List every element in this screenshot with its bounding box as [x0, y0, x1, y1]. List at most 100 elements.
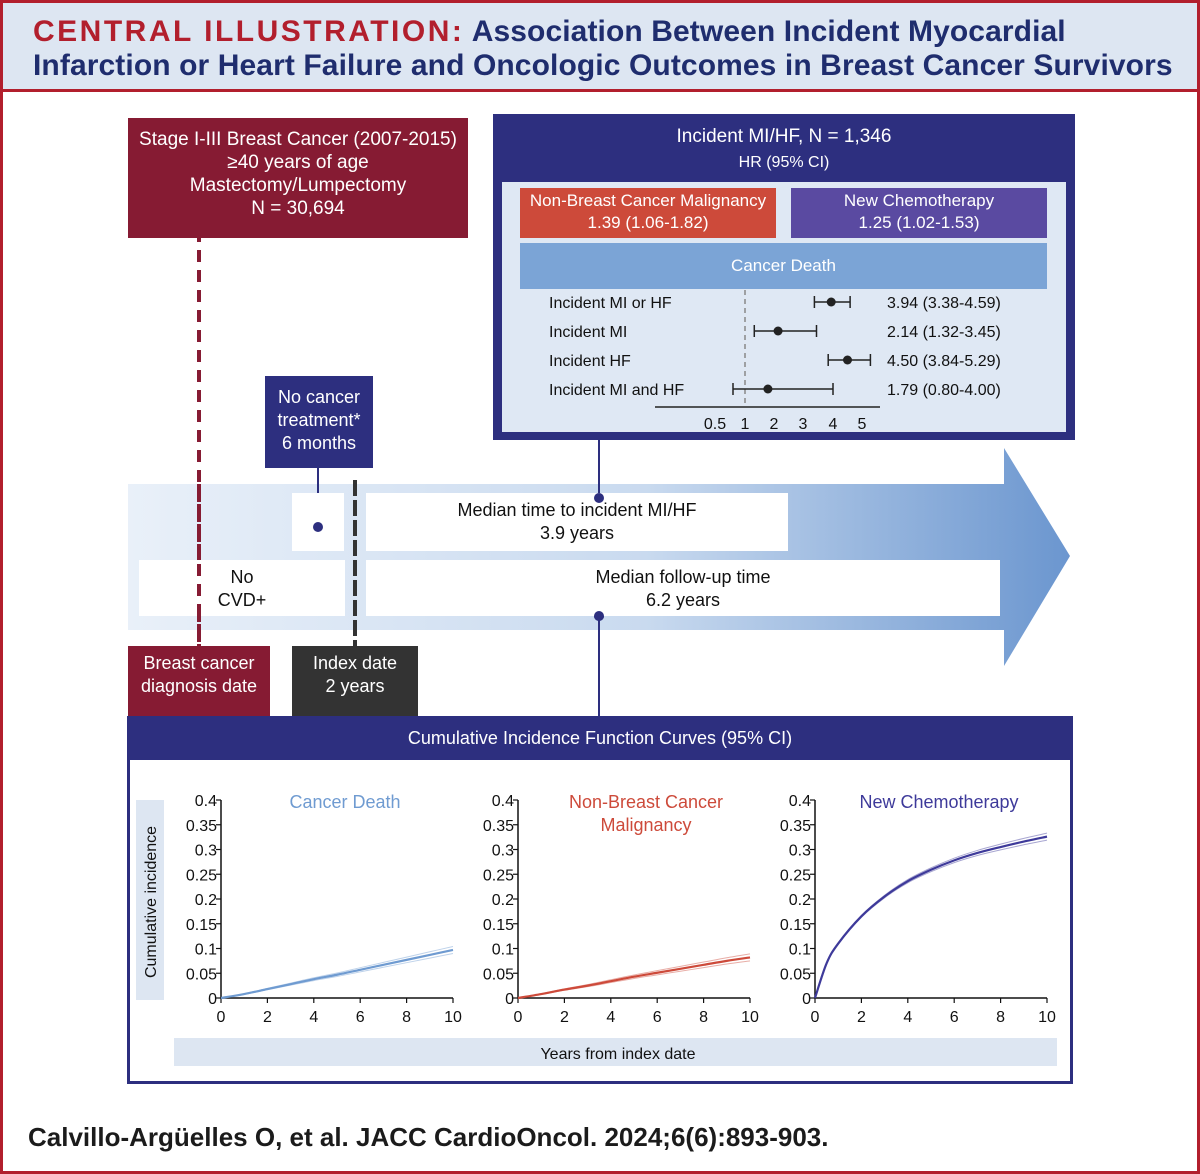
cancer-death-header: Cancer Death	[520, 243, 1047, 289]
cif-chart-title: New Chemotherapy	[859, 792, 1018, 812]
cif-x-tick-label: 8	[402, 1009, 411, 1026]
forest-tick-label: 2	[770, 416, 779, 433]
index-date-box: Index date 2 years	[292, 646, 418, 716]
cif-curve	[220, 948, 454, 1000]
diagnosis-date-box: Breast cancer diagnosis date	[128, 646, 270, 716]
followup-line2: 6.2 years	[645, 590, 721, 610]
cif-y-tick-label: 0.05	[186, 966, 217, 983]
nbcm-value: 1.39 (1.06-1.82)	[587, 213, 709, 232]
cif-ylabel: Cumulative incidence	[143, 826, 160, 978]
citation: Calvillo-Argüelles O, et al. JACC Cardio…	[28, 1122, 829, 1152]
no-cvd-line2: CVD+	[217, 590, 267, 610]
forest-row-label: Incident MI	[549, 324, 627, 341]
forest-point	[826, 297, 836, 307]
cif-curve	[813, 835, 1048, 999]
cohort-line4: N = 30,694	[251, 198, 345, 219]
header: CENTRAL ILLUSTRATION: Association Betwee…	[3, 3, 1197, 92]
no-cvd-band: No CVD+	[139, 560, 345, 616]
nbcm-box: Non-Breast Cancer Malignancy 1.39 (1.06-…	[520, 188, 776, 238]
cif-y-tick-label: 0.25	[483, 867, 514, 884]
no-cvd-line1: No	[230, 567, 254, 587]
cif-y-tick-label: 0.25	[186, 867, 217, 884]
header-title-line1: Association Between Incident Myocardial	[471, 15, 1066, 48]
chemo-value: 1.25 (1.02-1.53)	[858, 213, 980, 232]
cif-curve	[517, 956, 751, 1000]
forest-row-value: 4.50 (3.84-5.29)	[887, 353, 1001, 370]
cif-y-tick-label: 0.15	[186, 917, 217, 934]
cif-chart-title: Cancer Death	[289, 792, 400, 812]
index-line1: Index date	[312, 653, 398, 673]
cif-y-tick-label: 0.4	[492, 793, 514, 810]
cohort-line1: Stage I-III Breast Cancer (2007-2015)	[139, 129, 457, 150]
cif-x-tick-label: 4	[903, 1009, 912, 1026]
no-treatment-line2: treatment*	[277, 410, 361, 430]
cif-ci-upper	[220, 945, 454, 999]
cif-x-tick-label: 0	[811, 1009, 820, 1026]
cif-x-tick-label: 10	[444, 1009, 462, 1026]
cif-x-tick-label: 10	[741, 1009, 759, 1026]
central-illustration-label: CENTRAL ILLUSTRATION:	[33, 15, 465, 48]
cif-y-tick-label: 0	[208, 991, 217, 1008]
cif-x-tick-label: 8	[699, 1009, 708, 1026]
no-treatment-line3: 6 months	[281, 433, 357, 453]
cif-x-tick-label: 2	[263, 1009, 272, 1026]
cif-x-tick-label: 2	[560, 1009, 569, 1026]
cohort-line3: Mastectomy/Lumpectomy	[189, 175, 407, 196]
cif-x-tick-label: 4	[309, 1009, 318, 1026]
followup-line1: Median follow-up time	[595, 567, 771, 587]
index-line2: 2 years	[325, 676, 385, 696]
cif-title: Cumulative Incidence Function Curves (95…	[407, 728, 793, 748]
cif-y-tick-label: 0.15	[483, 917, 514, 934]
cif-x-tick-label: 2	[857, 1009, 866, 1026]
cif-x-tick-label: 6	[950, 1009, 959, 1026]
diagnosis-line2: diagnosis date	[140, 676, 258, 696]
xlabel-bg	[174, 1038, 1057, 1066]
no-treatment-line1: No cancer	[277, 387, 361, 407]
cif-y-tick-label: 0.4	[195, 793, 217, 810]
forest-row-label: Incident MI or HF	[549, 295, 672, 312]
cif-y-tick-label: 0.35	[186, 818, 217, 835]
cif-y-tick-label: 0.35	[780, 818, 811, 835]
median-time-band: Median time to incident MI/HF 3.9 years	[366, 493, 788, 551]
cif-y-tick-label: 0.4	[789, 793, 811, 810]
cif-x-tick-label: 0	[514, 1009, 523, 1026]
cif-y-tick-label: 0.2	[492, 892, 514, 909]
cif-xlabel: Years from index date	[540, 1046, 695, 1063]
cif-x-tick-label: 6	[356, 1009, 365, 1026]
cif-panel: Cumulative Incidence Function Curves (95…	[127, 716, 1073, 1084]
forest-tick-label: 4	[829, 416, 838, 433]
cif-y-tick-label: 0.1	[492, 942, 514, 959]
nbcm-label: Non-Breast Cancer Malignancy	[529, 191, 767, 210]
cif-y-tick-label: 0.1	[789, 942, 811, 959]
chemo-box: New Chemotherapy 1.25 (1.02-1.53)	[791, 188, 1047, 238]
forest-tick-label: 3	[799, 416, 808, 433]
cif-y-tick-label: 0.1	[195, 942, 217, 959]
cif-y-tick-label: 0.05	[483, 966, 514, 983]
cif-x-tick-label: 4	[606, 1009, 615, 1026]
cif-y-tick-label: 0.05	[780, 966, 811, 983]
followup-band: Median follow-up time 6.2 years	[366, 560, 1000, 616]
cif-x-tick-label: 0	[217, 1009, 226, 1026]
cif-x-tick-label: 6	[653, 1009, 662, 1026]
cif-y-tick-label: 0.2	[195, 892, 217, 909]
forest-point	[763, 384, 773, 394]
cif-y-tick-label: 0	[802, 991, 811, 1008]
cif-y-tick-label: 0	[505, 991, 514, 1008]
cif-chart-title-line2: Malignancy	[600, 815, 691, 835]
forest-row-value: 1.79 (0.80-4.00)	[887, 382, 1001, 399]
cif-y-tick-label: 0.3	[492, 843, 514, 860]
cohort-box: Stage I-III Breast Cancer (2007-2015) ≥4…	[128, 118, 468, 238]
forest-row-label: Incident MI and HF	[549, 382, 684, 399]
cif-ci-lower	[814, 839, 1048, 999]
header-title-line2: Infarction or Heart Failure and Oncologi…	[33, 49, 1173, 82]
cif-inner	[130, 760, 1070, 1081]
diagnosis-line1: Breast cancer	[143, 653, 255, 673]
cif-y-tick-label: 0.3	[195, 843, 217, 860]
cif-x-tick-label: 8	[996, 1009, 1005, 1026]
forest-tick-label: 5	[858, 416, 867, 433]
cif-y-tick-label: 0.15	[780, 917, 811, 934]
median-time-line2: 3.9 years	[539, 523, 615, 543]
